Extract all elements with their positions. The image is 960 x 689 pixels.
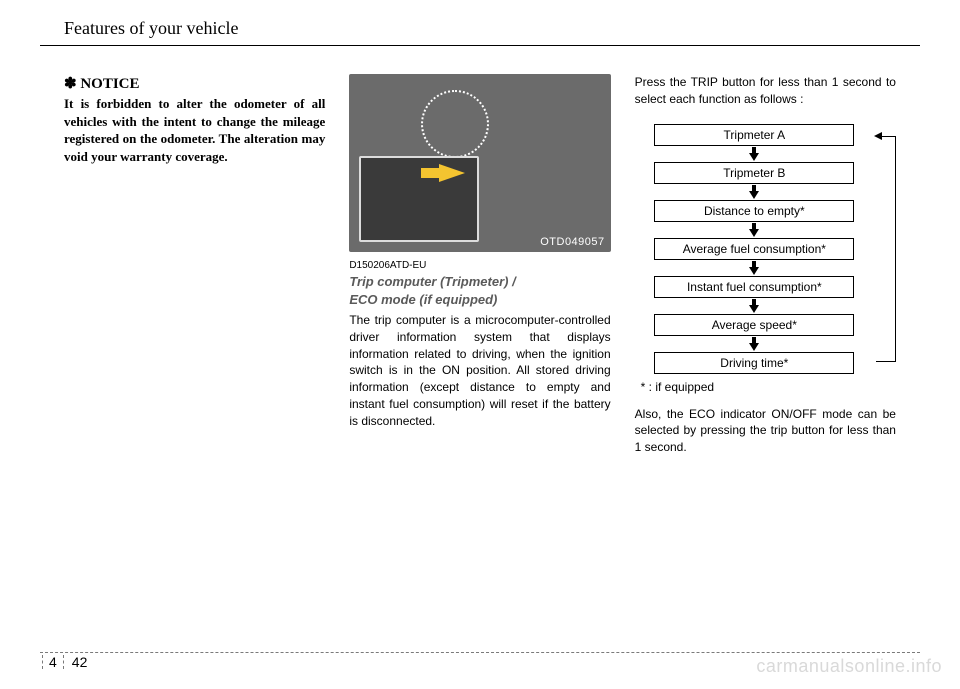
photo-inset <box>359 156 479 242</box>
flow-arrow-icon <box>635 146 874 162</box>
flow-arrow-icon <box>635 184 874 200</box>
photo-highlight-circle <box>421 90 489 158</box>
flow-box: Instant fuel consumption* <box>654 276 854 298</box>
flow-intro-text: Press the TRIP button for less than 1 se… <box>635 74 896 108</box>
manual-page: Features of your vehicle ✽ NOTICE It is … <box>40 18 920 671</box>
footer-dashed-rule <box>40 652 920 653</box>
section-number: 4 <box>42 655 64 669</box>
flow-arrow-icon <box>635 260 874 276</box>
arrow-icon <box>421 168 441 178</box>
chapter-title: Features of your vehicle <box>40 18 920 45</box>
photo-code-overlay: OTD049057 <box>540 236 604 248</box>
flow-footnote: * : if equipped <box>641 380 896 394</box>
flow-outro-text: Also, the ECO indicator ON/OFF mode can … <box>635 406 896 456</box>
reference-code: D150206ATD-EU <box>349 260 610 271</box>
flow-diagram: Tripmeter A Tripmeter B Distance to empt… <box>635 118 896 374</box>
description-text: The trip computer is a microcomputer-con… <box>349 312 610 430</box>
flow-loop-arrowhead-icon <box>874 132 882 140</box>
page-number: 42 <box>72 655 88 669</box>
column-middle: OTD049057 D150206ATD-EU Trip computer (T… <box>349 74 610 456</box>
flow-box: Tripmeter A <box>654 124 854 146</box>
trip-button-photo: OTD049057 <box>349 74 610 252</box>
column-left: ✽ NOTICE It is forbidden to alter the od… <box>64 74 325 456</box>
flow-box: Distance to empty* <box>654 200 854 222</box>
subsection-heading: Trip computer (Tripmeter) / ECO mode (if… <box>349 273 610 308</box>
flow-arrow-icon <box>635 222 874 238</box>
flow-arrow-icon <box>635 336 874 352</box>
notice-heading: ✽ NOTICE <box>64 74 325 93</box>
flow-box: Tripmeter B <box>654 162 854 184</box>
flow-box: Average fuel consumption* <box>654 238 854 260</box>
flow-box: Average speed* <box>654 314 854 336</box>
flow-inner: Tripmeter A Tripmeter B Distance to empt… <box>635 124 896 374</box>
column-right: Press the TRIP button for less than 1 se… <box>635 74 896 456</box>
flow-arrow-icon <box>635 298 874 314</box>
header-rule <box>40 45 920 46</box>
notice-body: It is forbidden to alter the odometer of… <box>64 95 325 165</box>
content-columns: ✽ NOTICE It is forbidden to alter the od… <box>40 74 920 456</box>
flow-loop-line <box>876 136 896 362</box>
flow-box: Driving time* <box>654 352 854 374</box>
arrow-icon-head <box>439 164 465 182</box>
watermark-text: carmanualsonline.info <box>756 656 942 677</box>
